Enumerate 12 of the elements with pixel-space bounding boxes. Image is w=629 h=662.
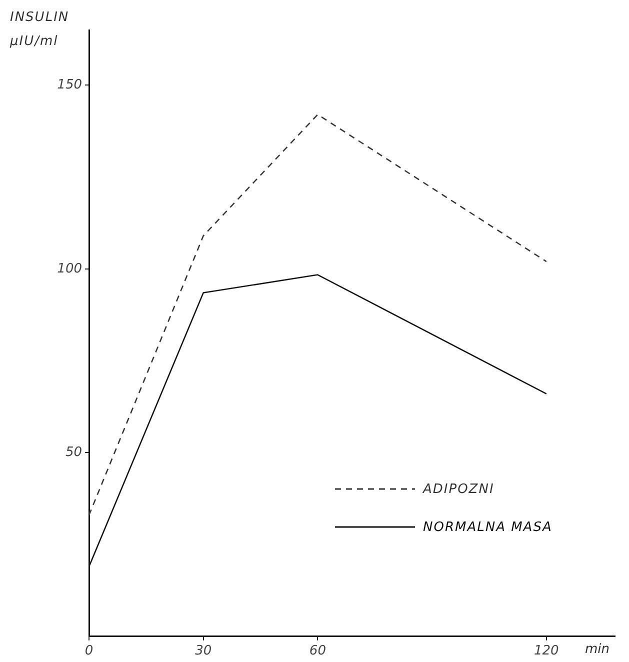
y-axis-title: INSULIN μIU/ml bbox=[10, 9, 70, 51]
line-series bbox=[89, 114, 548, 516]
x-tick-label: 0 bbox=[84, 644, 94, 659]
x-tick-label: 30 bbox=[195, 644, 212, 659]
y-tick-label: 50 bbox=[65, 445, 82, 460]
text: ADIPOZNI bbox=[423, 482, 494, 497]
text: NORMALNA MASA bbox=[423, 520, 552, 535]
x-tick-label: 120 bbox=[534, 644, 559, 659]
x-tick-label: 60 bbox=[309, 644, 326, 659]
y-tick-label: 100 bbox=[57, 261, 82, 276]
x-axis-title: min bbox=[585, 642, 610, 658]
y-tick-label: 150 bbox=[57, 78, 82, 92]
